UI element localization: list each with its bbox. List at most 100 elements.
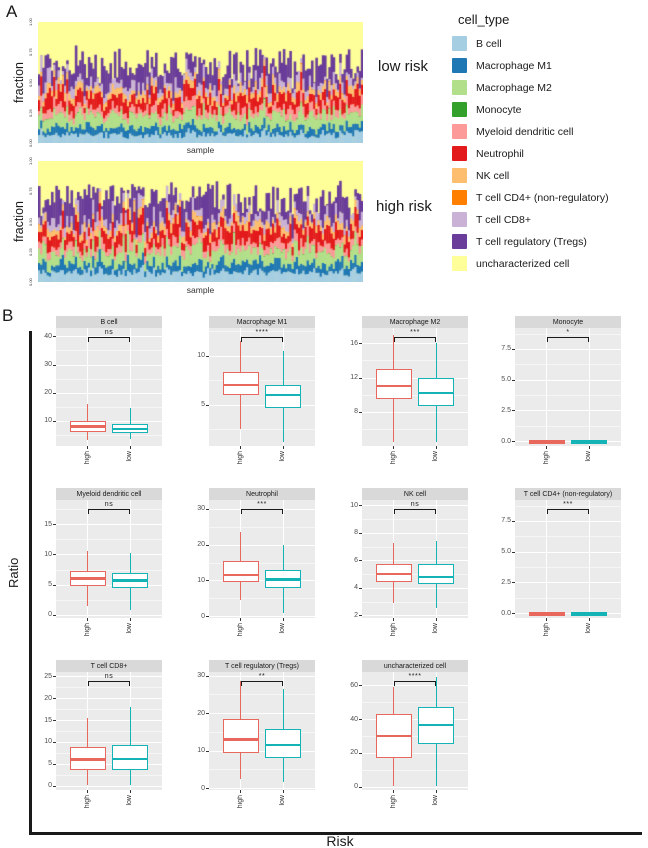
- legend-swatch-icon: [452, 102, 467, 117]
- legend-swatch-icon: [452, 80, 467, 95]
- y-tick-label: 8: [354, 408, 358, 416]
- x-group-label-low: low: [126, 451, 134, 462]
- minor-gridline: [56, 539, 162, 541]
- legend-item-label: Macrophage M1: [476, 59, 552, 72]
- significance-label: ****: [408, 672, 422, 680]
- x-tick-mark: [282, 446, 284, 449]
- major-gridline: [515, 520, 621, 522]
- x-tick-mark: [588, 446, 590, 449]
- panel-title-strip: Neutrophil: [209, 488, 315, 500]
- minor-gridline: [362, 574, 468, 576]
- y-tick-label: 10: [197, 352, 205, 360]
- legend-item-label: Neutrophil: [476, 147, 524, 160]
- minor-gridline: [56, 434, 162, 436]
- minor-gridline: [209, 731, 315, 733]
- significance-label: ***: [257, 500, 267, 508]
- minor-gridline: [515, 333, 621, 335]
- major-gridline: [209, 788, 315, 790]
- box-median-high: [69, 425, 106, 428]
- y-tick-label: 30: [197, 672, 205, 680]
- y-tick-label: 10: [44, 550, 52, 558]
- y-tick-mark: [359, 377, 362, 379]
- y-tick-mark: [512, 520, 515, 522]
- panel-b-label: B: [2, 306, 14, 325]
- legend-item-label: B cell: [476, 37, 502, 50]
- major-gridline: [56, 720, 162, 722]
- box-median-low: [112, 427, 149, 431]
- y-tick-label: 0: [201, 612, 205, 620]
- significance-bracket: [240, 337, 284, 342]
- legend-item: Neutrophil: [452, 146, 644, 161]
- y-tick-mark: [53, 364, 56, 366]
- major-gridline: [362, 411, 468, 413]
- panel-plot-area: ***: [209, 500, 315, 618]
- boxplot-grid: B cell ns 10 20 30 40 high low Macrophage M1 ****…: [34, 316, 646, 832]
- y-tick-label: 5: [48, 581, 52, 589]
- significance-label: ns: [104, 672, 114, 680]
- major-gridline: [209, 404, 315, 406]
- y-tick-mark: [206, 404, 209, 406]
- fraction-tick-label: 1.00: [28, 157, 33, 165]
- panel-title-strip: NK cell: [362, 488, 468, 500]
- y-tick-mark: [206, 544, 209, 546]
- major-gridline: [362, 343, 468, 345]
- major-gridline: [209, 750, 315, 752]
- y-tick-label: 25: [44, 672, 52, 680]
- fraction-ticks-high: 1.00 0.75 0.50 0.25 0.00: [27, 157, 37, 286]
- x-group-label-high: high: [389, 451, 397, 465]
- box-low: [265, 385, 302, 408]
- x-tick-mark: [240, 618, 242, 621]
- y-tick-mark: [512, 551, 515, 553]
- significance-bracket: [546, 509, 590, 514]
- minor-gridline: [56, 687, 162, 689]
- fraction-tick-label: 0.75: [28, 48, 33, 57]
- legend-swatch-icon: [452, 58, 467, 73]
- y-tick-label: 0: [48, 782, 52, 790]
- y-tick-mark: [206, 580, 209, 582]
- y-tick-mark: [359, 587, 362, 589]
- vertical-gridline: [588, 500, 590, 618]
- significance-label: **: [258, 672, 266, 680]
- legend-item: T cell regulatory (Tregs): [452, 234, 644, 249]
- y-tick-label: 40: [44, 332, 52, 340]
- significance-label: ns: [410, 500, 420, 508]
- box-high: [222, 560, 259, 583]
- stacked-bar-chart-low-risk: [38, 22, 363, 143]
- major-gridline: [515, 551, 621, 553]
- fraction-ticks-low: 1.00 0.75 0.50 0.25 0.00: [27, 18, 37, 147]
- y-tick-mark: [53, 336, 56, 338]
- y-tick-label: 5.0: [501, 548, 511, 556]
- stacked-bar-chart-high-risk: [38, 161, 363, 282]
- y-tick-label: 8: [354, 529, 358, 537]
- vertical-gridline: [129, 328, 131, 446]
- x-tick-mark: [393, 790, 395, 793]
- minor-gridline: [362, 702, 468, 704]
- y-tick-mark: [512, 441, 515, 443]
- y-tick-mark: [53, 614, 56, 616]
- boxplot-panel: Myeloid dendritic cell ns 0 5 10 15 high low: [34, 488, 187, 660]
- minor-gridline: [362, 546, 468, 548]
- significance-bracket: [546, 337, 590, 342]
- y-tick-mark: [53, 741, 56, 743]
- significance-label: ns: [104, 500, 114, 508]
- y-tick-label: 5: [48, 760, 52, 768]
- y-tick-mark: [512, 379, 515, 381]
- legend-item: Macrophage M1: [452, 58, 644, 73]
- boxplot-panel: uncharacterized cell **** 0 20 40 60 high low: [340, 660, 493, 832]
- significance-label: ns: [104, 328, 114, 336]
- major-gridline: [515, 613, 621, 615]
- legend-item: Macrophage M2: [452, 80, 644, 95]
- y-tick-mark: [206, 355, 209, 357]
- major-gridline: [362, 615, 468, 617]
- panel-title-strip: T cell CD8+: [56, 660, 162, 672]
- y-tick-label: 20: [44, 694, 52, 702]
- major-gridline: [56, 584, 162, 586]
- y-tick-mark: [206, 713, 209, 715]
- minor-gridline: [515, 364, 621, 366]
- y-tick-label: 0: [354, 783, 358, 791]
- panel-title-strip: T cell regulatory (Tregs): [209, 660, 315, 672]
- y-tick-label: 0.0: [501, 437, 511, 445]
- x-group-label-low: low: [585, 451, 593, 462]
- x-tick-mark: [240, 446, 242, 449]
- risk-axis-title: Risk: [326, 833, 354, 848]
